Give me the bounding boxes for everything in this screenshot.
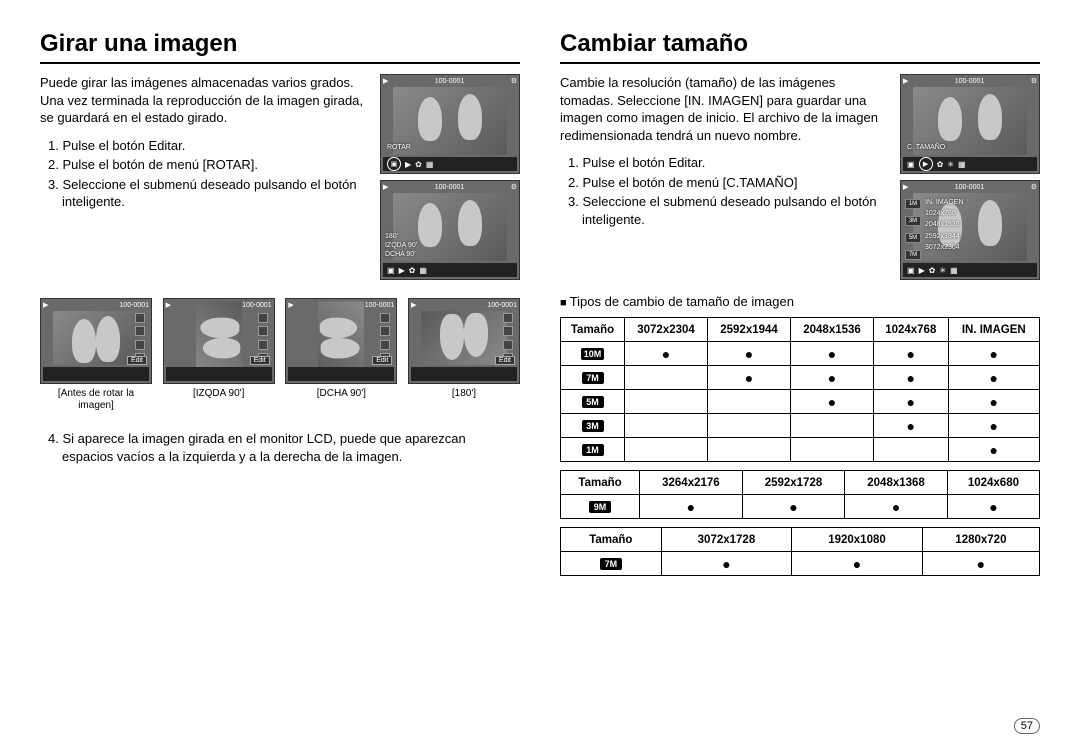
resize-step-2: 2. Pulse el botón de menú [C.TAMAÑO] (568, 174, 890, 192)
camera-screen-rotate-top: ▶100-0001⚙ ROTAR ▣ ▶ ✿ ▦ (380, 74, 520, 174)
resize-intro: Cambie la resolución (tamaño) de las imá… (560, 74, 890, 280)
thumb-left90: ▶100-0001 Edit (163, 298, 275, 384)
rotate-menu-list: 180' IZQDA 90' DCHA 90' (385, 232, 417, 259)
rotate-screens: ▶100-0001⚙ ROTAR ▣ ▶ ✿ ▦ ▶100-0001⚙ 180' (380, 74, 520, 280)
star-icon: ✳ (947, 160, 954, 169)
right-column: Cambiar tamaño Cambie la resolución (tam… (560, 30, 1040, 584)
resize-screens: ▶100-0001⚙ C. TAMAÑO ▣ ▶ ✿ ✳ ▦ ▶100-0001… (900, 74, 1040, 280)
file-id: 100-0001 (435, 184, 465, 191)
resize-step-1: 1. Pulse el botón Editar. (568, 154, 890, 172)
flag-icon: ▶ (405, 160, 411, 169)
flag-icon: ▶ (919, 157, 933, 171)
resize-step-3: 3. Seleccione el submenú deseado pulsand… (568, 193, 890, 228)
camera-screen-rotate-menu: ▶100-0001⚙ 180' IZQDA 90' DCHA 90' ▣▶✿▦ (380, 180, 520, 280)
camera-icon: ▣ (907, 160, 915, 169)
heading-rotate: Girar una imagen (40, 30, 520, 64)
size-badge-list: 1M 3M 5M 7M (903, 195, 923, 263)
camera-screen-resize-menu: ▶100-0001⚙ 1M 3M 5M 7M IN. IMAGEN 1024x7… (900, 180, 1040, 280)
left-column: Girar una imagen Puede girar las imágene… (40, 30, 520, 584)
file-id: 100-0001 (435, 78, 465, 85)
camera-icon: ▣ (387, 157, 401, 171)
rotation-thumbnails: ▶100-0001 Edit [Antes de rotar laimagen]… (40, 298, 520, 412)
rotate-paragraph: Puede girar las imágenes almacenadas var… (40, 74, 370, 127)
thumb-before: ▶100-0001 Edit (40, 298, 152, 384)
rotate-step-2: 2. Pulse el botón de menú [ROTAR]. (48, 156, 370, 174)
resize-steps: 1. Pulse el botón Editar. 2. Pulse el bo… (560, 154, 890, 228)
rotate-steps: 1. Pulse el botón Editar. 2. Pulse el bo… (40, 137, 370, 211)
resize-subheading: Tipos de cambio de tamaño de imagen (560, 294, 1040, 309)
palette-icon: ✿ (937, 160, 944, 169)
rotate-intro: Puede girar las imágenes almacenadas var… (40, 74, 370, 280)
rotate-note: 4. Si aparece la imagen girada en el mon… (40, 430, 520, 465)
resize-overlay-label: C. TAMAÑO (907, 144, 945, 151)
effect-icon: ▦ (958, 160, 966, 169)
heading-resize: Cambiar tamaño (560, 30, 1040, 64)
rotate-overlay-label: ROTAR (387, 144, 411, 151)
resize-paragraph: Cambie la resolución (tamaño) de las imá… (560, 74, 890, 144)
effect-icon: ▦ (426, 160, 434, 169)
palette-icon: ✿ (415, 160, 422, 169)
resize-table-1: Tamaño 3072x2304 2592x1944 2048x1536 102… (560, 317, 1040, 462)
page-number: 57 (1014, 718, 1040, 734)
thumb-right90: ▶100-0001 Edit (285, 298, 397, 384)
rotate-step-1: 1. Pulse el botón Editar. (48, 137, 370, 155)
rotate-step-3: 3. Seleccione el submenú deseado pulsand… (48, 176, 370, 211)
edit-button: Edit (127, 356, 147, 365)
size-label-list: IN. IMAGEN 1024x768 2048x1536 2592x1944 … (925, 197, 964, 253)
camera-screen-resize-top: ▶100-0001⚙ C. TAMAÑO ▣ ▶ ✿ ✳ ▦ (900, 74, 1040, 174)
resize-table-3: Tamaño 3072x1728 1920x1080 1280x720 7M●●… (560, 527, 1040, 576)
resize-table-2: Tamaño 3264x2176 2592x1728 2048x1368 102… (560, 470, 1040, 519)
thumb-180: ▶100-0001 Edit (408, 298, 520, 384)
